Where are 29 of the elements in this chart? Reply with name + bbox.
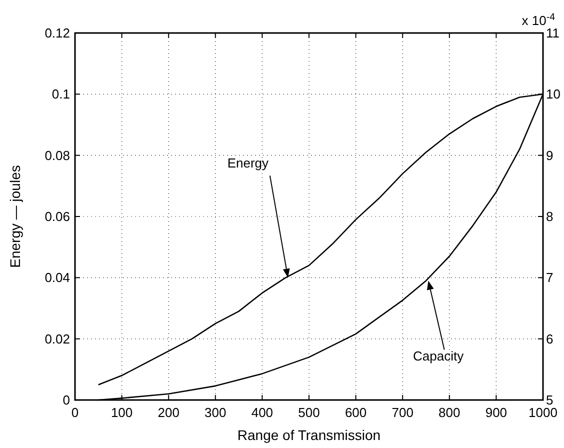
x-tick-label: 200	[158, 405, 180, 420]
y-tick-label: 0.08	[44, 148, 70, 163]
text: x 10$^{-4}$	[522, 12, 556, 28]
y2-tick-label: 7	[546, 270, 554, 286]
y-tick-label: 0.06	[44, 209, 70, 224]
annotation: Energy	[227, 156, 270, 171]
y-tick-label: 0.12	[44, 26, 70, 40]
y2-tick-label: 5	[546, 392, 554, 408]
x-tick-label: 400	[251, 405, 274, 420]
y2-tick-label: 9	[546, 148, 554, 163]
x-axis-title: Range of Transmission	[237, 427, 381, 443]
x-tick-label: 900	[485, 405, 508, 420]
y2-tick-label: 11	[546, 26, 560, 40]
y-axis-title: Energy — joules	[7, 165, 23, 268]
y2-tick-label: 10	[546, 86, 560, 102]
y-tick-label: 0.1	[52, 86, 70, 102]
annotation: Capacity	[413, 348, 464, 364]
x-tick-label: 1000	[528, 405, 558, 420]
y2-tick-label: 8	[546, 209, 554, 224]
y-tick-label: 0	[62, 392, 70, 408]
y2-tick-label: 6	[546, 331, 554, 346]
x-tick-label: 100	[110, 405, 133, 420]
y-tick-label: 0.04	[44, 270, 70, 286]
x-tick-label: 500	[298, 405, 320, 420]
y-tick-label: 0.02	[44, 331, 70, 346]
x-tick-label: 700	[392, 405, 414, 420]
x-tick-label: 600	[344, 405, 367, 420]
x-tick-label: 300	[204, 405, 226, 420]
x-tick-label: 800	[438, 405, 460, 420]
